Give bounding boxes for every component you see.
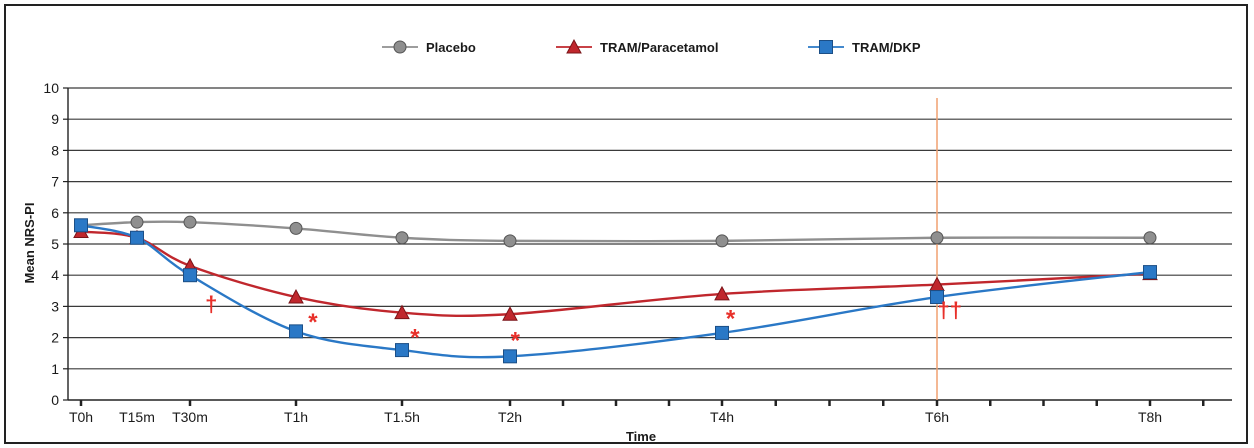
significance-marker-1: * [308,309,318,336]
legend-label-tram-dkp: TRAM/DKP [852,40,921,55]
y-tick-label-8: 8 [51,142,59,158]
x-tick-label-t6h: T6h [925,409,949,425]
y-tick-label-5: 5 [51,236,59,252]
legend-label-tram-paracetamol: TRAM/Paracetamol [600,40,718,55]
y-tick-label-6: 6 [51,205,59,221]
y-tick-label-0: 0 [51,392,59,408]
legend-marker-tram-dkp [819,40,833,54]
data-point-tram-paracetamol-t1-5h [394,304,410,320]
data-point-tram-dkp-t15m [130,230,144,245]
data-point-tram-paracetamol-t2h [502,306,518,321]
series-layer [73,215,1158,364]
legend-label-placebo: Placebo [426,40,476,55]
x-tick-label-t30m: T30m [172,409,208,425]
y-tick-label-2: 2 [51,330,59,346]
data-point-placebo-t2h [503,234,517,248]
data-point-placebo-t1h [289,221,303,235]
significance-marker-0: † [205,291,217,316]
significance-marker-2: * [410,324,420,351]
series-line-tram-paracetamol [80,230,1151,318]
data-point-tram-dkp-t2h [503,349,517,364]
legend-item-tram-paracetamol: TRAM/Paracetamol [556,38,718,55]
legend: Placebo TRAM/Paracetamol TRAM/DKP [382,38,921,55]
annotations: † * * * * †† [205,291,962,354]
significance-marker-3: * [511,327,521,354]
significance-marker-4: * [726,306,736,333]
data-point-placebo-t1-5h [395,231,409,245]
series-tram-dkp [74,218,1157,364]
y-axis-label: Mean NRS-PI [22,203,37,284]
x-tick-label-t1-5h: T1.5h [384,409,420,425]
data-point-tram-dkp-t0h [74,218,88,233]
y-tick-label-4: 4 [51,267,59,283]
x-axis: T0h T15m T30m T1h T1.5h T2h T4h T6h T8h [68,399,1232,425]
series-placebo [74,215,1157,248]
x-tick-label-t2h: T2h [498,409,522,425]
data-point-placebo-t15m [130,215,144,229]
x-tick-label-t8h: T8h [1138,409,1162,425]
data-point-tram-dkp-t1h [289,324,303,339]
x-tick-label-t15m: T15m [119,409,155,425]
y-tick-label-7: 7 [51,174,59,190]
data-point-tram-dkp-t8h [1143,265,1157,280]
series-line-placebo [80,220,1151,243]
data-point-tram-paracetamol-t1h [288,288,304,304]
y-tick-label-1: 1 [51,361,59,377]
y-tick-label-10: 10 [43,80,59,96]
x-tick-label-t4h: T4h [710,409,734,425]
significance-marker-5: †† [938,298,962,323]
data-point-placebo-t8h [1143,231,1157,245]
x-axis-label: Time [626,429,656,444]
data-point-tram-dkp-t4h [715,325,729,340]
series-line-tram-dkp [80,224,1151,359]
data-point-tram-dkp-t6h [930,290,944,305]
legend-item-placebo: Placebo [382,40,476,55]
data-point-placebo-t6h [930,231,944,245]
legend-marker-placebo [393,40,407,54]
gridlines [68,87,1232,370]
y-tick-label-9: 9 [51,111,59,127]
y-tick-label-3: 3 [51,298,59,314]
data-point-placebo-t4h [715,234,729,248]
data-point-placebo-t30m [183,215,197,229]
x-tick-label-t1h: T1h [284,409,308,425]
legend-marker-tram-paracetamol [566,38,582,54]
x-tick-label-t0h: T0h [69,409,93,425]
data-point-tram-dkp-t30m [183,268,197,283]
y-axis-ticks: 0 1 2 3 4 5 6 7 8 9 10 [43,80,69,408]
legend-item-tram-dkp: TRAM/DKP [808,40,921,55]
data-point-tram-paracetamol-t4h [714,285,730,301]
data-point-tram-dkp-t1-5h [395,343,409,358]
